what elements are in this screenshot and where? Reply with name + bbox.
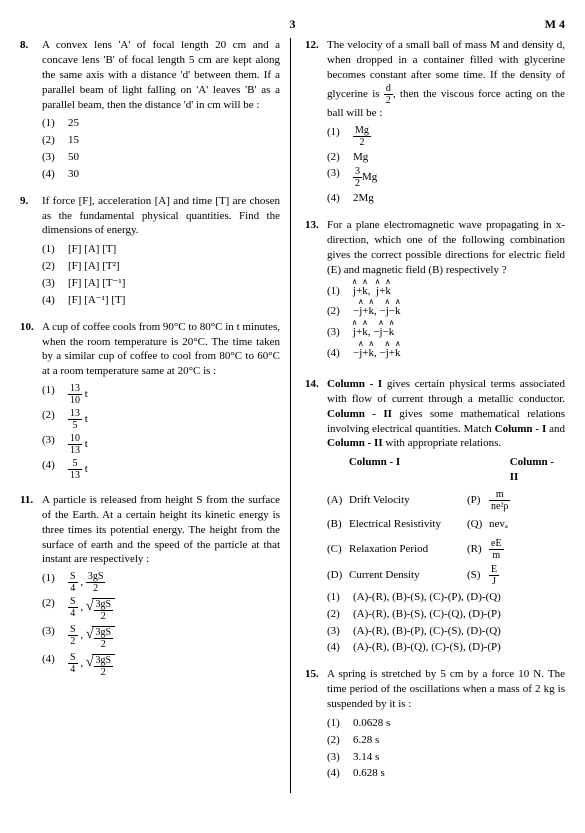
page-header: 3 M 4 bbox=[20, 16, 565, 32]
question-number: 12. bbox=[305, 38, 327, 208]
page-number: 3 bbox=[290, 16, 296, 32]
question-number: 13. bbox=[305, 218, 327, 367]
right-column: 12. The velocity of a small ball of mass… bbox=[305, 38, 565, 793]
question-text: If force [F], acceleration [A] and time … bbox=[42, 194, 280, 239]
page-code: M 4 bbox=[545, 16, 565, 32]
question-11: 11. A particle is released from height S… bbox=[20, 493, 280, 680]
left-column: 8. A convex lens 'A' of focal length 20 … bbox=[20, 38, 291, 793]
question-number: 14. bbox=[305, 377, 327, 657]
question-15: 15. A spring is stretched by 5 cm by a f… bbox=[305, 667, 565, 783]
question-number: 11. bbox=[20, 493, 42, 680]
question-14: 14. Column - I gives certain physical te… bbox=[305, 377, 565, 657]
question-text: A particle is released from height S fro… bbox=[42, 493, 280, 567]
question-text: For a plane electromagnetic wave propaga… bbox=[327, 218, 565, 277]
question-9: 9. If force [F], acceleration [A] and ti… bbox=[20, 194, 280, 310]
question-text: A spring is stretched by 5 cm by a force… bbox=[327, 667, 565, 712]
question-number: 8. bbox=[20, 38, 42, 184]
question-10: 10. A cup of coffee cools from 90°C to 8… bbox=[20, 320, 280, 483]
question-text: A cup of coffee cools from 90°C to 80°C … bbox=[42, 320, 280, 379]
two-column-layout: 8. A convex lens 'A' of focal length 20 … bbox=[20, 38, 565, 793]
question-13: 13. For a plane electromagnetic wave pro… bbox=[305, 218, 565, 367]
question-text: The velocity of a small ball of mass M a… bbox=[327, 38, 565, 120]
question-text: Column - I gives certain physical terms … bbox=[327, 377, 565, 451]
question-number: 10. bbox=[20, 320, 42, 483]
question-text: A convex lens 'A' of focal length 20 cm … bbox=[42, 38, 280, 112]
question-number: 15. bbox=[305, 667, 327, 783]
question-number: 9. bbox=[20, 194, 42, 310]
question-12: 12. The velocity of a small ball of mass… bbox=[305, 38, 565, 208]
question-8: 8. A convex lens 'A' of focal length 20 … bbox=[20, 38, 280, 184]
